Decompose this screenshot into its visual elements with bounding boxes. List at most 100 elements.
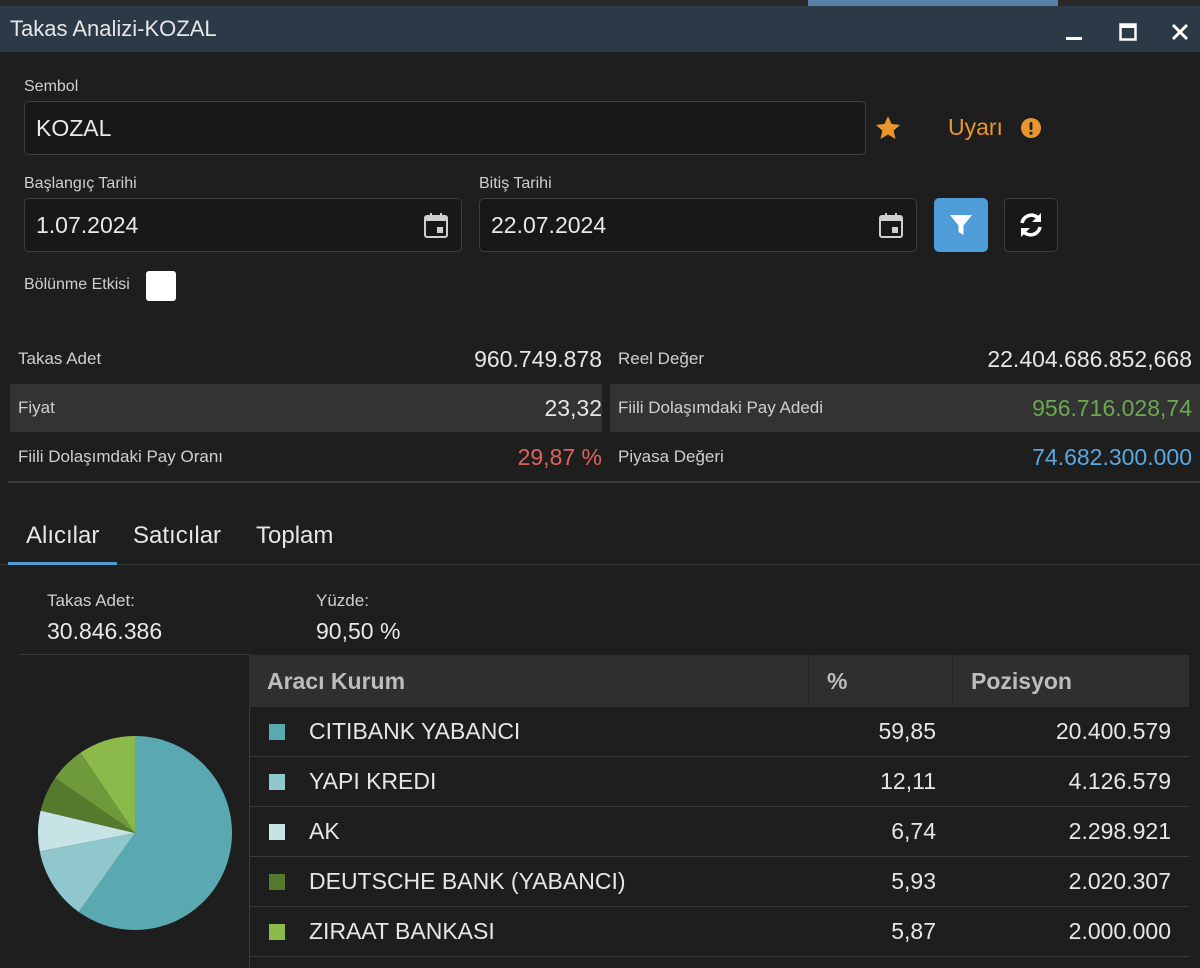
refresh-icon <box>1020 213 1042 237</box>
stat-label: Fiyat <box>18 398 55 417</box>
broker-table: Aracı Kurum % Pozisyon CITIBANK YABANCI 5… <box>249 655 1189 957</box>
minimize-button[interactable] <box>1054 12 1094 52</box>
start-date-input[interactable]: 1.07.2024 <box>24 198 462 252</box>
star-icon[interactable] <box>874 114 902 142</box>
window-titlebar[interactable]: Takas Analizi-KOZAL <box>0 6 1200 52</box>
stat-fiyat: Fiyat 23,32 <box>10 384 602 432</box>
stat-label: Piyasa Değeri <box>618 447 724 466</box>
symbol-label: Sembol <box>24 78 79 95</box>
table-left-border <box>249 655 250 968</box>
table-row[interactable]: YAPI KREDI 12,11 4.126.579 <box>249 757 1189 807</box>
broker-name: CITIBANK YABANCI <box>309 718 521 744</box>
header-pozisyon[interactable]: Pozisyon <box>952 655 1189 707</box>
stat-label: Fiili Dolaşımdaki Pay Adedi <box>618 398 824 417</box>
color-swatch <box>269 773 285 790</box>
broker-cell: DEUTSCHE BANK (YABANCI) <box>249 857 808 906</box>
maximize-button[interactable] <box>1108 12 1148 52</box>
stat-fiili-pay-adedi: Fiili Dolaşımdaki Pay Adedi 956.716.028,… <box>610 384 1200 432</box>
color-swatch <box>269 923 285 940</box>
stat-row-2: Fiyat 23,32 Fiili Dolaşımdaki Pay Adedi … <box>10 384 1200 432</box>
broker-cell: YAPI KREDI <box>249 757 808 806</box>
split-effect-label: Bölünme Etkisi <box>24 276 130 293</box>
stat-value: 29,87 % <box>517 443 602 470</box>
percent-cell: 5,93 <box>891 868 936 894</box>
end-date-label: Bitiş Tarihi <box>479 175 552 192</box>
background-tabs-strip <box>0 0 1200 6</box>
close-button[interactable] <box>1160 12 1200 52</box>
stat-label: Reel Değer <box>618 349 704 368</box>
percent-cell: 5,87 <box>891 918 936 944</box>
maximize-icon <box>1119 23 1137 41</box>
pie-slice[interactable] <box>39 833 136 913</box>
stat-row-3: Fiili Dolaşımdaki Pay Oranı 29,87 % Piya… <box>10 433 1200 481</box>
table-row[interactable]: CITIBANK YABANCI 59,85 20.400.579 <box>249 707 1189 757</box>
position-cell: 4.126.579 <box>1068 768 1171 794</box>
broker-name: ZIRAAT BANKASI <box>309 918 495 944</box>
pie-slice[interactable] <box>40 777 135 833</box>
close-icon <box>1171 23 1189 41</box>
header-araci-kurum[interactable]: Aracı Kurum <box>267 667 406 694</box>
symbol-input-value: KOZAL <box>36 114 112 141</box>
stat-value: 956.716.028,74 <box>1032 394 1192 421</box>
stat-row-1: Takas Adet 960.749.878 Reel Değer 22.404… <box>10 335 1200 383</box>
header-percent[interactable]: % <box>808 655 952 707</box>
percent-cell: 59,85 <box>878 718 936 744</box>
broker-name: AK <box>309 818 340 844</box>
end-date-value: 22.07.2024 <box>491 211 607 238</box>
calendar-icon[interactable] <box>423 212 449 240</box>
warning-icon[interactable] <box>1020 117 1042 139</box>
filter-icon <box>950 215 972 235</box>
stat-label: Fiili Dolaşımdaki Pay Oranı <box>18 447 224 466</box>
pie-slice[interactable] <box>80 736 135 833</box>
percent-cell: 12,11 <box>880 768 936 794</box>
pie-chart <box>37 736 232 930</box>
stat-value: 960.749.878 <box>474 345 602 372</box>
table-row[interactable]: AK 6,74 2.298.921 <box>249 807 1189 857</box>
broker-cell: AK <box>249 807 808 856</box>
summary-divider <box>20 654 250 655</box>
table-body: CITIBANK YABANCI 59,85 20.400.579 YAPI KRED… <box>249 707 1189 957</box>
percent-cell: 6,74 <box>891 818 936 844</box>
alert-label[interactable]: Uyarı <box>948 114 1003 140</box>
summary-yuzde-label: Yüzde: <box>316 591 369 610</box>
position-cell: 20.400.579 <box>1055 718 1171 744</box>
broker-cell: ZIRAAT BANKASI <box>249 907 808 956</box>
pie-slice[interactable] <box>78 736 232 930</box>
section-divider <box>8 481 1200 483</box>
pie-slice[interactable] <box>37 810 135 852</box>
stat-takas-adet: Takas Adet 960.749.878 <box>10 335 602 383</box>
summary-adet-value: 30.846.386 <box>47 618 163 644</box>
start-date-label: Başlangıç Tarihi <box>24 175 137 192</box>
tab-saticilar[interactable]: Satıcılar <box>133 522 222 549</box>
table-row[interactable]: DEUTSCHE BANK (YABANCI) 5,93 2.020.307 <box>249 857 1189 907</box>
stat-value: 22.404.686.852,668 <box>987 345 1192 372</box>
stat-label: Takas Adet <box>18 349 102 368</box>
symbol-input[interactable]: KOZAL <box>24 101 866 155</box>
stat-value: 23,32 <box>544 394 602 421</box>
stat-piyasa-degeri: Piyasa Değeri 74.682.300.000 <box>610 433 1200 481</box>
calendar-icon[interactable] <box>878 212 904 240</box>
tab-bar: Alıcılar Satıcılar Toplam <box>0 508 1200 565</box>
tab-alicilar[interactable]: Alıcılar <box>7 508 118 565</box>
tab-toplam[interactable]: Toplam <box>256 522 334 549</box>
broker-name: DEUTSCHE BANK (YABANCI) <box>309 868 626 894</box>
color-swatch <box>269 873 285 890</box>
color-swatch <box>269 723 285 740</box>
background-tab-accent <box>808 0 1058 6</box>
refresh-button[interactable] <box>1004 198 1058 252</box>
table-header: Aracı Kurum % Pozisyon <box>249 655 1189 707</box>
split-effect-checkbox[interactable] <box>146 271 176 301</box>
color-swatch <box>269 823 285 840</box>
broker-cell: CITIBANK YABANCI <box>249 707 808 756</box>
pie-slice[interactable] <box>55 752 135 833</box>
window-title: Takas Analizi-KOZAL <box>10 16 217 41</box>
stat-reel-deger: Reel Değer 22.404.686.852,668 <box>610 335 1200 383</box>
stat-fiili-pay-orani: Fiili Dolaşımdaki Pay Oranı 29,87 % <box>10 433 602 481</box>
summary-adet-label: Takas Adet: <box>47 591 135 610</box>
start-date-value: 1.07.2024 <box>36 211 139 238</box>
table-row[interactable]: ZIRAAT BANKASI 5,87 2.000.000 <box>249 907 1189 957</box>
end-date-input[interactable]: 22.07.2024 <box>479 198 917 252</box>
stat-value: 74.682.300.000 <box>1032 443 1192 470</box>
position-cell: 2.000.000 <box>1068 918 1171 944</box>
filter-button[interactable] <box>934 198 988 252</box>
